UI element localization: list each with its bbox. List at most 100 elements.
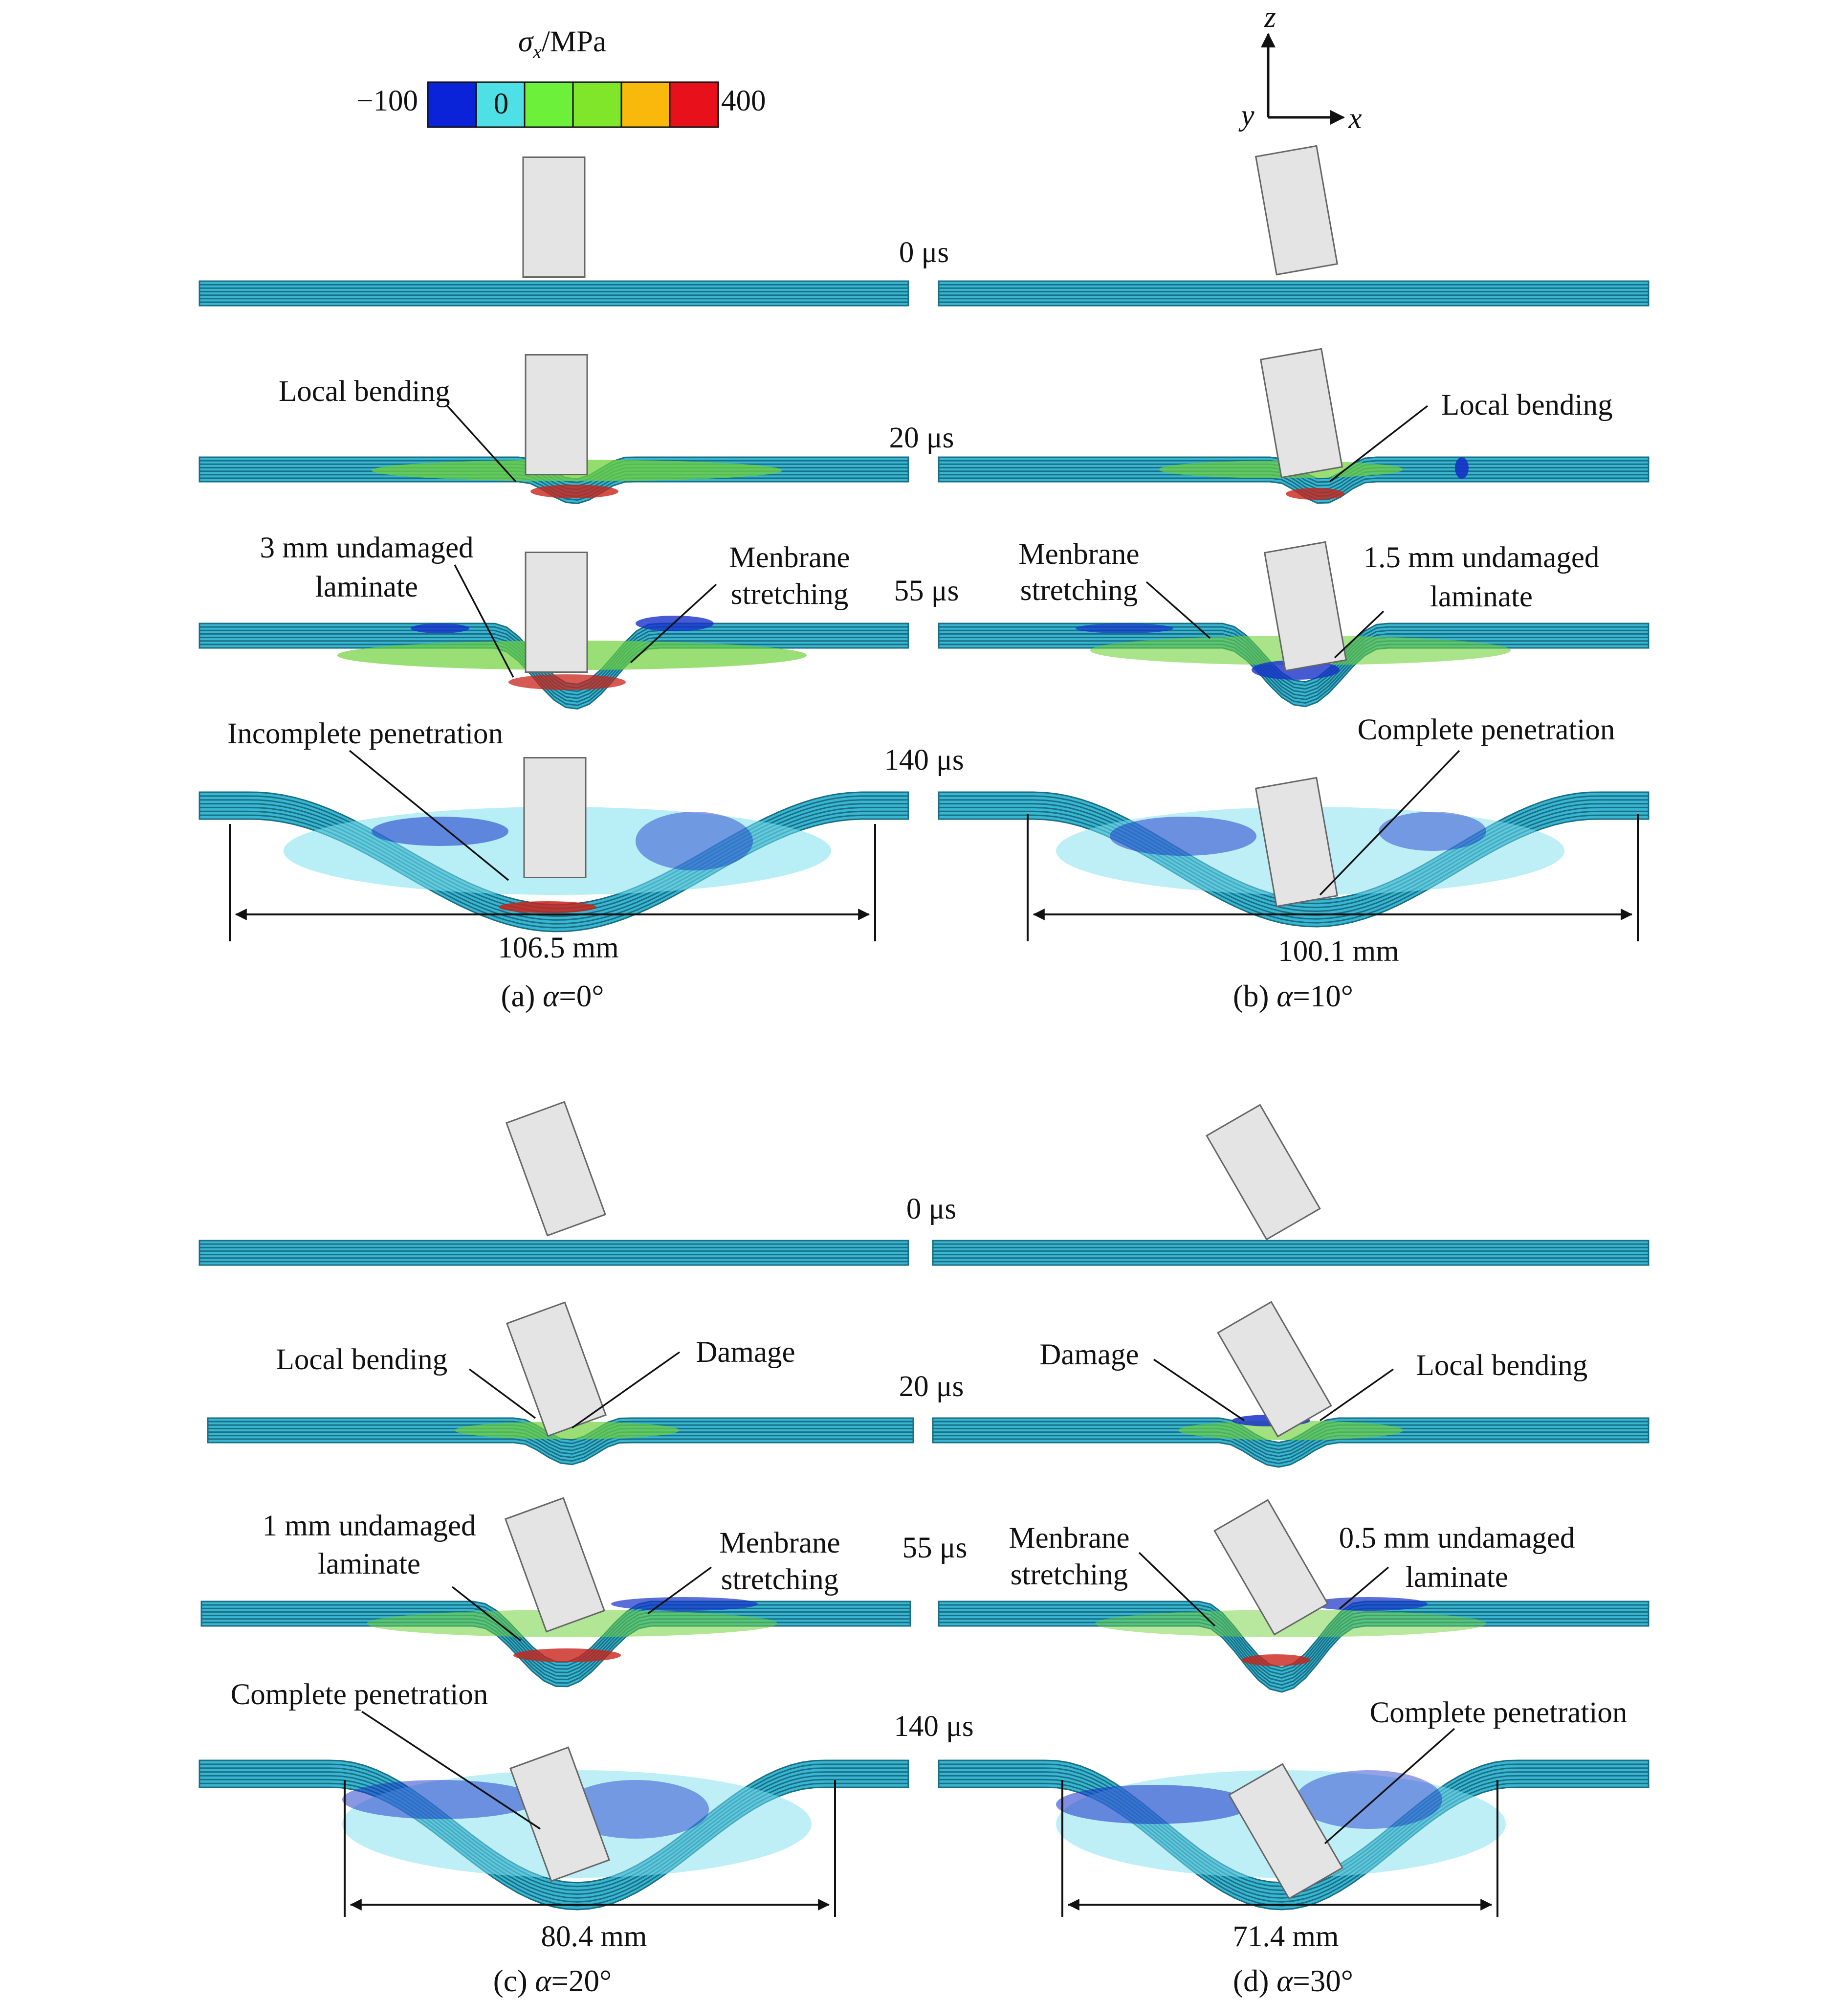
dimension-d: 71.4 mm xyxy=(1233,1920,1339,1953)
ply-line xyxy=(199,640,908,703)
projectile xyxy=(1206,1104,1321,1241)
projectiles xyxy=(504,145,1347,1900)
annotation-a-undamaged-2: laminate xyxy=(315,571,418,603)
ply-line xyxy=(933,1427,1649,1454)
ply-line xyxy=(939,1615,1649,1683)
ply-line xyxy=(939,474,1649,497)
ply-line xyxy=(933,1431,1649,1458)
stress-zone xyxy=(508,674,626,690)
projectile xyxy=(1254,777,1339,908)
ply-line xyxy=(939,640,1649,700)
colorbar-cell xyxy=(427,81,477,128)
projectile xyxy=(505,1101,607,1237)
annotation-c-membrane-1: Menbrane xyxy=(719,1527,840,1559)
annotation-a-penetration: Incomplete penetration xyxy=(227,717,503,750)
ply-line xyxy=(939,629,1649,690)
colorbar: σx/MPa −100 400 0 xyxy=(356,25,766,128)
laminate-body xyxy=(938,280,1650,307)
leader-lines xyxy=(349,405,1460,1845)
stress-zone xyxy=(1110,817,1256,856)
ply-line xyxy=(933,1438,1649,1465)
projectile xyxy=(525,354,588,475)
annotation-d-penetration: Complete penetration xyxy=(1370,1696,1628,1729)
annotation-d-membrane-2: stretching xyxy=(1011,1558,1128,1591)
stress-zone xyxy=(1286,488,1344,500)
projectile xyxy=(509,1746,611,1882)
stress-zone xyxy=(499,901,596,913)
annotation-b-undamaged-2: laminate xyxy=(1430,580,1533,613)
dimension-a: 106.5 mm xyxy=(498,932,618,964)
time-label-140us-top: 140 μs xyxy=(884,744,964,777)
time-label-55us-top: 55 μs xyxy=(894,575,959,607)
annotation-a-membrane-2: stretching xyxy=(731,578,849,611)
ply-line xyxy=(201,1618,910,1681)
colorbar-cell xyxy=(669,81,719,128)
caption-c: (c) α=20° xyxy=(493,1964,612,1998)
projectile xyxy=(504,1497,606,1633)
colorbar-cell xyxy=(475,81,526,128)
ply-line xyxy=(199,644,908,706)
stress-zone xyxy=(1178,1421,1403,1440)
caption-a: (a) α=0° xyxy=(501,979,604,1013)
stress-zone xyxy=(530,485,618,498)
ply-line xyxy=(939,470,1649,493)
annotation-d-damage: Damage xyxy=(1039,1338,1139,1371)
colorbar-min-label: −100 xyxy=(356,85,418,117)
stress-zone xyxy=(1242,1654,1310,1666)
projectile xyxy=(525,552,588,673)
time-label-20us-top: 20 μs xyxy=(889,422,954,454)
ply-line xyxy=(939,477,1649,501)
projectile xyxy=(522,156,586,278)
caption-d: (d) α=30° xyxy=(1233,1964,1353,1998)
laminate-body xyxy=(932,1240,1650,1266)
time-label-140us-bottom: 140 μs xyxy=(894,1710,973,1743)
stress-zone xyxy=(562,1780,709,1839)
axis-y-label: y xyxy=(1238,99,1254,132)
laminate-strip xyxy=(938,280,1650,307)
stress-zone xyxy=(1310,1597,1428,1611)
annotation-c-local-bending: Local bending xyxy=(276,1343,448,1376)
stress-zone xyxy=(611,1597,758,1611)
stress-zone xyxy=(1455,457,1469,479)
laminate-strip xyxy=(938,456,1650,504)
ply-line xyxy=(939,1604,1649,1672)
ply-line xyxy=(939,626,1649,687)
laminate-strip xyxy=(932,1417,1650,1468)
ply-line xyxy=(939,1611,1649,1679)
time-label-55us-bottom: 55 μs xyxy=(902,1532,968,1564)
laminate-strip xyxy=(198,280,909,307)
laminate-plates xyxy=(198,280,1650,1911)
stress-zone xyxy=(342,1780,538,1819)
ply-line xyxy=(939,1607,1649,1675)
annotation-d-undamaged-2: laminate xyxy=(1406,1561,1508,1594)
annotation-d-local-bending: Local bending xyxy=(1416,1349,1588,1382)
ply-line xyxy=(939,637,1649,697)
annotation-d-membrane-1: Menbrane xyxy=(1009,1522,1129,1555)
projectile xyxy=(1213,1499,1329,1636)
colorbar-title-sub: x xyxy=(532,41,542,63)
stress-zone xyxy=(636,812,753,870)
colorbar-cells xyxy=(427,81,719,128)
annotation-b-penetration: Complete penetration xyxy=(1358,713,1615,746)
ply-line xyxy=(939,644,1649,704)
ply-line xyxy=(208,1421,913,1445)
stress-zone xyxy=(1296,1770,1442,1829)
ply-line xyxy=(939,1618,1649,1686)
ply-line xyxy=(199,1767,908,1891)
ply-line xyxy=(939,1622,1649,1690)
dimension-c: 80.4 mm xyxy=(541,1920,647,1953)
projectile xyxy=(1217,1301,1332,1438)
colorbar-cell xyxy=(620,81,671,128)
annotation-c-undamaged-2: laminate xyxy=(318,1548,420,1580)
axis-x-label: x xyxy=(1348,102,1362,135)
annotation-c-undamaged-1: 1 mm undamaged xyxy=(262,1510,476,1542)
time-label-0us-bottom: 0 μs xyxy=(906,1193,956,1225)
ply-line xyxy=(199,1763,908,1888)
annotation-b-membrane-2: stretching xyxy=(1020,574,1138,607)
ply-line xyxy=(939,1775,1649,1899)
stress-zone xyxy=(411,623,469,633)
ply-line xyxy=(939,799,1649,909)
laminate-body xyxy=(932,1417,1650,1468)
caption-b: (b) α=10° xyxy=(1233,979,1353,1013)
ply-line xyxy=(208,1438,913,1462)
